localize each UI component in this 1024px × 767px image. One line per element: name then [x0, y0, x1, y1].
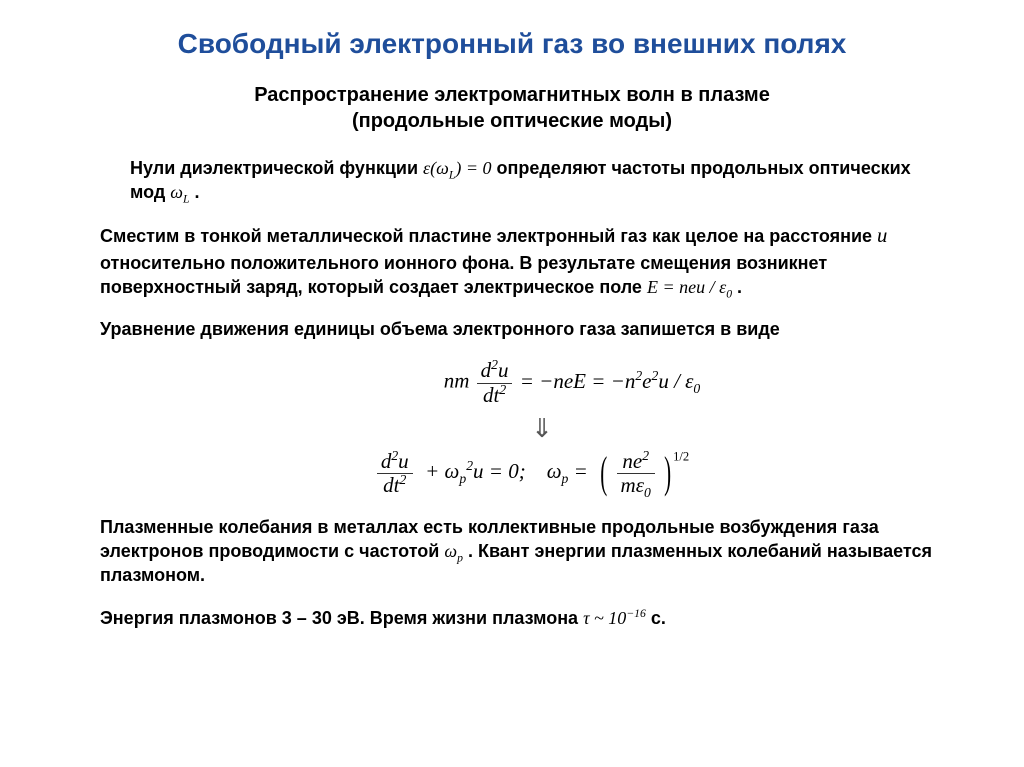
text: Нули диэлектрической функции: [130, 158, 423, 178]
arrow-down-icon: ⇓: [130, 413, 954, 444]
subtitle-line2: (продольные оптические моды): [352, 110, 672, 132]
paren-right: ): [664, 447, 671, 500]
para-eom-intro: Уравнение движения единицы объема электр…: [100, 317, 934, 341]
eq-frac-d2u: d2u dt2: [477, 359, 513, 406]
frac-num: ne2: [617, 450, 655, 474]
frac-den: dt2: [477, 384, 513, 407]
frac-num: d2u: [377, 450, 413, 474]
paren-left: (: [600, 447, 607, 500]
text: Сместим в тонкой металлической пластине …: [100, 226, 877, 246]
frac-den: dt2: [377, 474, 413, 497]
eq-motion: nm d2u dt2 = −neE = −n2e2u / ε0: [190, 359, 954, 406]
eq-tau: τ ~ 10−16: [583, 608, 646, 628]
text: .: [195, 182, 200, 202]
eq2-frac-wp: ne2 mε0: [617, 450, 655, 497]
eq-lhs-nm: nm: [444, 369, 470, 393]
text: Энергия плазмонов 3 – 30 эВ. Время жизни…: [100, 608, 583, 628]
para-displace: Сместим в тонкой металлической пластине …: [100, 223, 934, 300]
slide-title: Свободный электронный газ во внешних пол…: [70, 28, 954, 60]
text: .: [737, 277, 742, 297]
para-plasma-osc: Плазменные колебания в металлах есть кол…: [100, 515, 934, 588]
eq2-exponent: 1/2: [673, 449, 689, 463]
eq2-frac: d2u dt2: [377, 450, 413, 497]
eq-rhs: = −neE = −n2e2u / ε0: [520, 369, 701, 393]
frac-den: mε0: [617, 474, 655, 497]
var-u: u: [877, 225, 887, 247]
text: с.: [651, 608, 666, 628]
eq-omega-l: ωL: [170, 182, 189, 202]
eq-omega-p: ωp: [444, 541, 463, 561]
eq-plasma-freq: d2u dt2 + ωp2u = 0; ωp = ( ne2 mε0 )1/2: [110, 450, 954, 497]
slide-subtitle: Распространение электромагнитных волн в …: [70, 82, 954, 134]
eq-efield: E = neu / ε0: [647, 277, 732, 297]
frac-num: d2u: [477, 359, 513, 383]
para-plasmon-energy: Энергия плазмонов 3 – 30 эВ. Время жизни…: [100, 606, 934, 630]
eq-eps-zero: ε(ωL) = 0: [423, 158, 491, 178]
para-zeros: Нули диэлектрической функции ε(ωL) = 0 о…: [130, 156, 914, 205]
eq2-mid: + ωp2u = 0; ωp =: [420, 459, 593, 483]
subtitle-line1: Распространение электромагнитных волн в …: [254, 84, 770, 106]
